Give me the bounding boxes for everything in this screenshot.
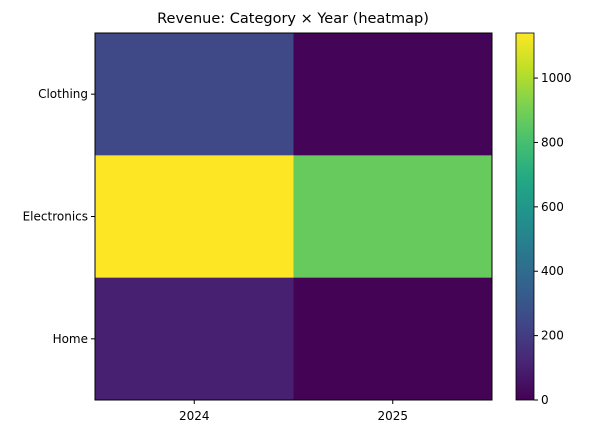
x-axis: 2024 2025 — [179, 400, 408, 423]
heatmap-cell-clothing-2025 — [293, 33, 493, 156]
colorbar-tick-label: 600 — [541, 200, 564, 214]
y-tick-label: Home — [53, 332, 88, 346]
heatmap-cell-electronics-2025 — [293, 155, 493, 279]
x-tick-label: 2025 — [377, 409, 408, 423]
colorbar-tick-label: 1000 — [541, 71, 572, 85]
colorbar-tick-label: 800 — [541, 135, 564, 149]
colorbar — [515, 32, 535, 401]
chart-title: Revenue: Category × Year (heatmap) — [157, 11, 429, 27]
colorbar-tick-label: 0 — [541, 393, 549, 407]
heatmap-cell-home-2025 — [293, 277, 493, 401]
heatmap-cell-electronics-2024 — [95, 155, 294, 279]
y-axis: Clothing Electronics Home — [23, 87, 95, 346]
colorbar-axis: 0 200 400 600 800 1000 — [534, 71, 572, 407]
colorbar-tick-label: 200 — [541, 329, 564, 343]
y-tick-label: Electronics — [23, 210, 88, 224]
x-tick-label: 2024 — [179, 409, 210, 423]
heatmap-cells — [95, 33, 493, 401]
heatmap-cell-home-2024 — [95, 277, 294, 401]
heatmap-cell-clothing-2024 — [95, 33, 294, 156]
y-tick-label: Clothing — [38, 87, 88, 101]
colorbar-tick-label: 400 — [541, 264, 564, 278]
